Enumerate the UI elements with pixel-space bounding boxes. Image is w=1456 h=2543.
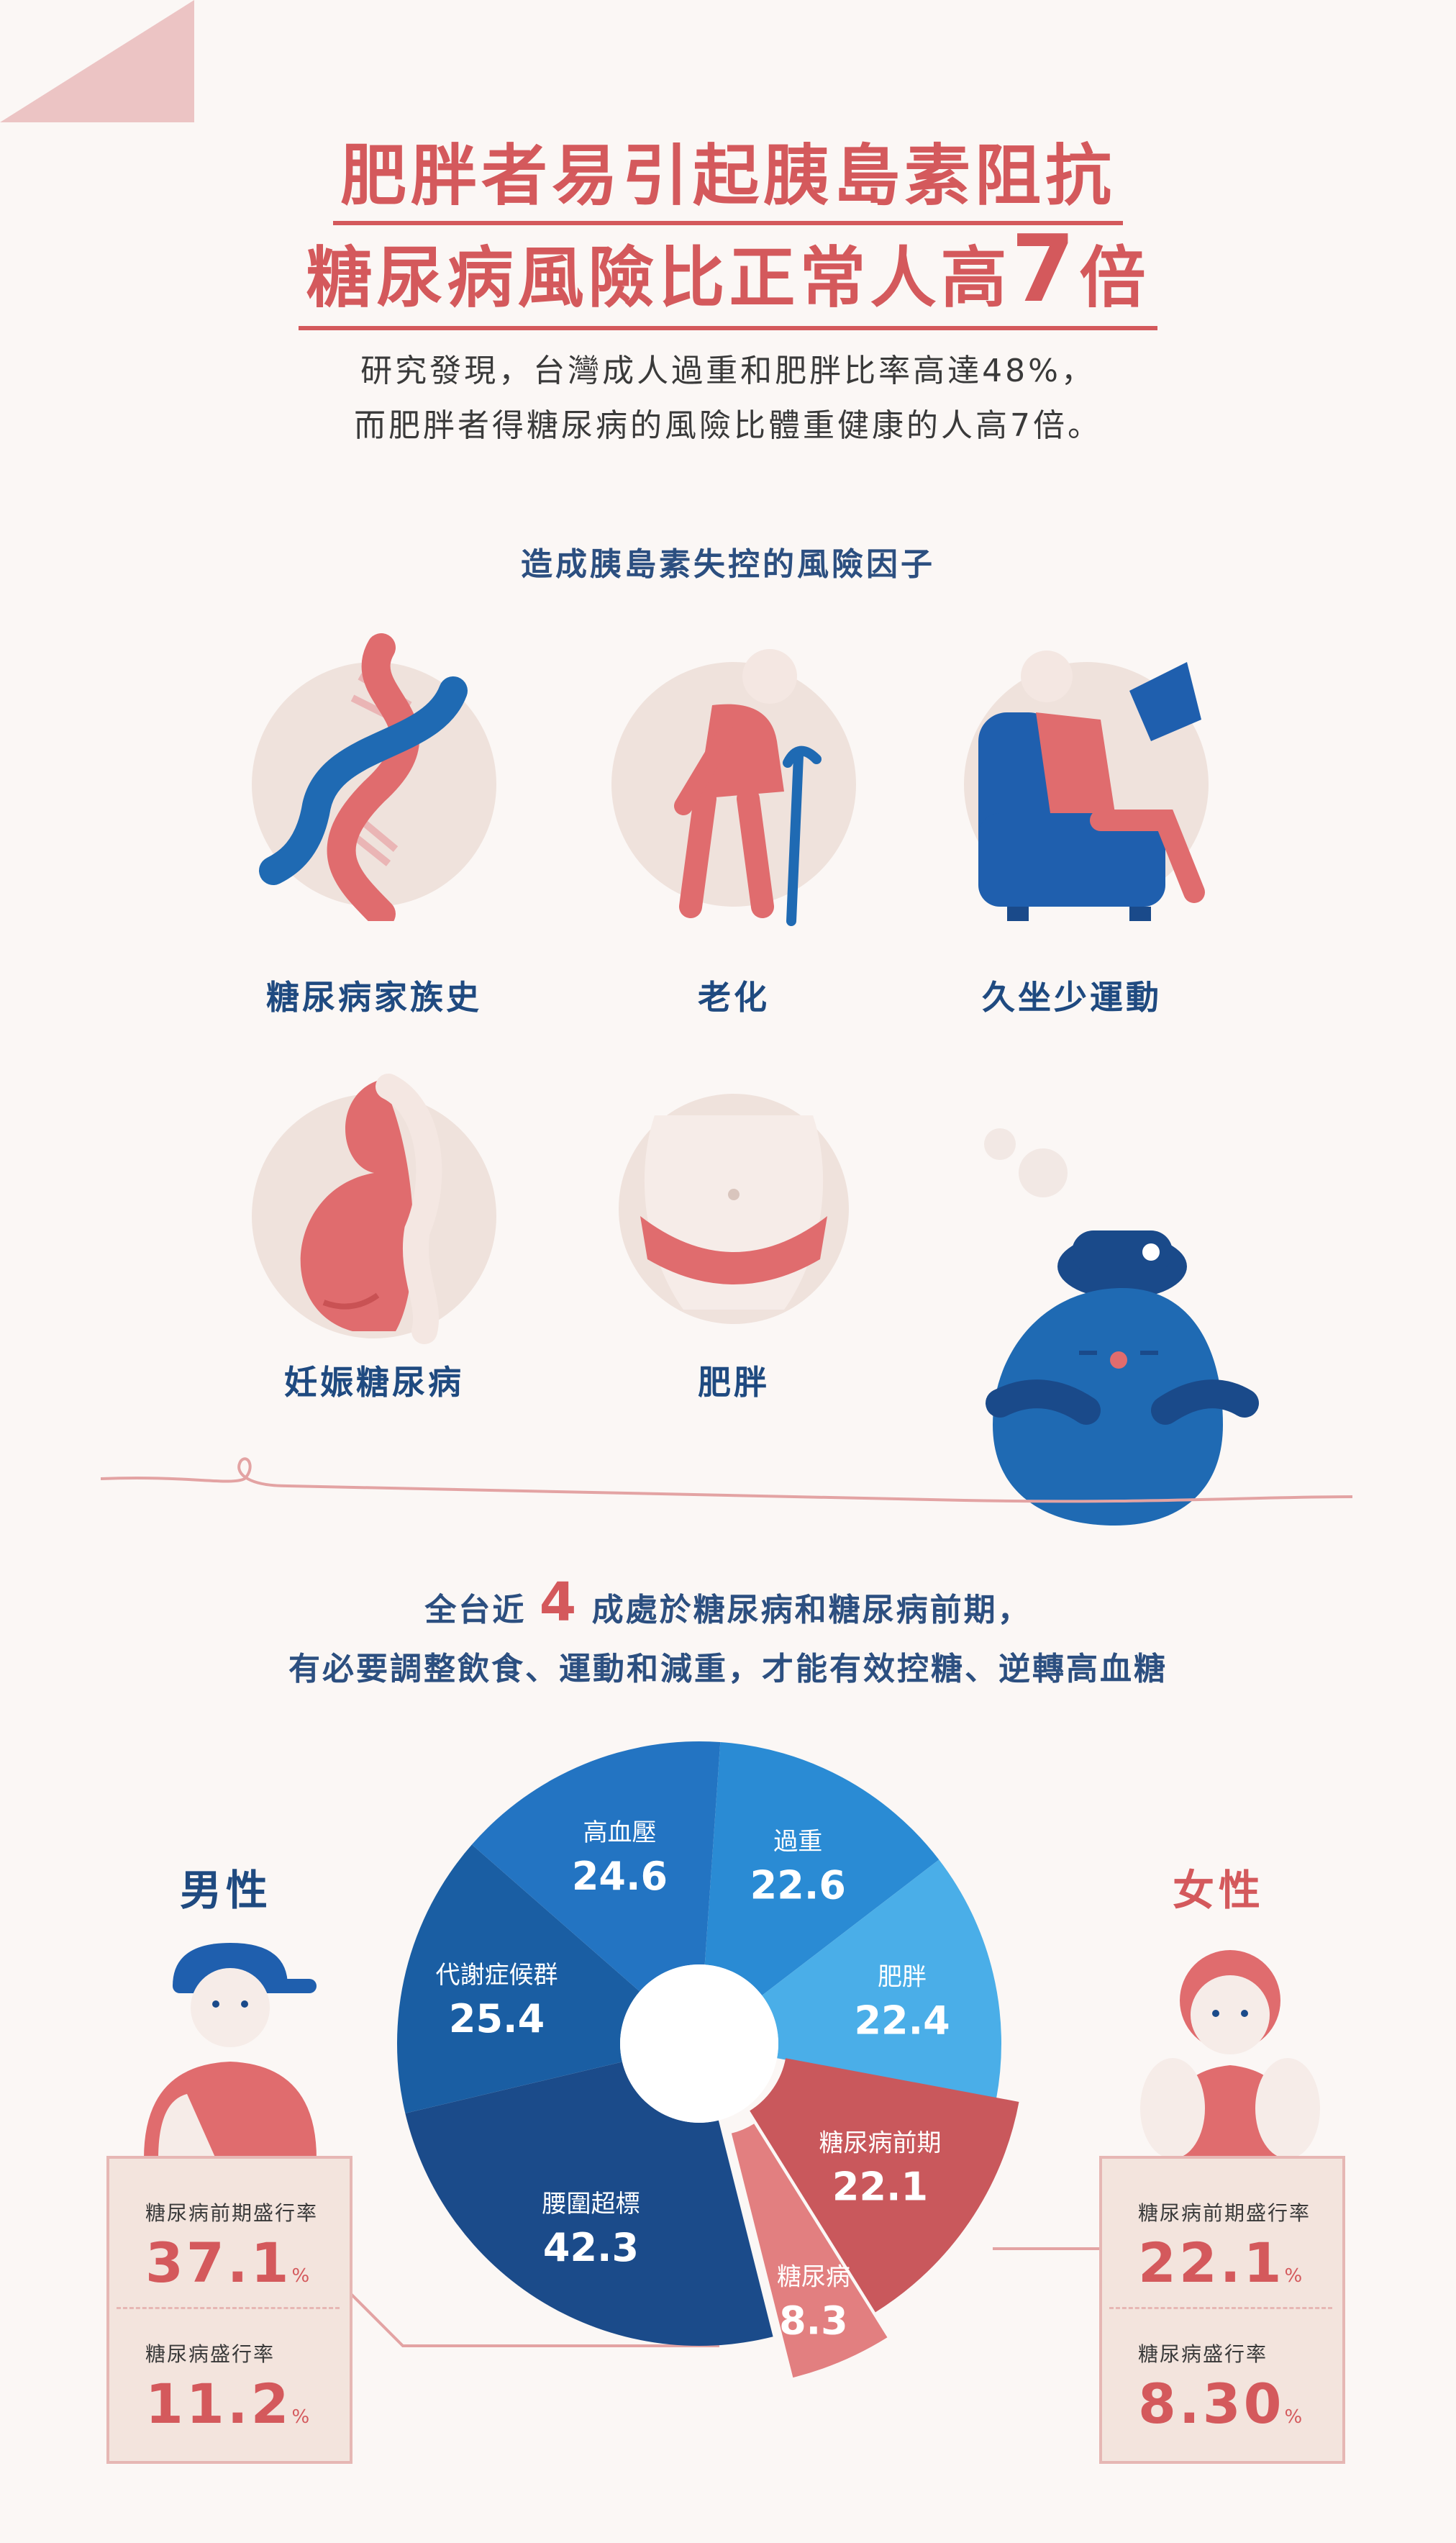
female-prediabetes-value: 22.1 [1138,2231,1285,2295]
male-prediabetes-value: 37.1 [145,2231,292,2295]
page-title-line2: 糖尿病風險比正常人高7倍 [0,216,1456,330]
slice-label: 腰圍超標 [542,2190,640,2218]
donut-hole [620,1964,778,2123]
donut-slice [762,1859,1001,2100]
prevalence-prefix: 全台近 [424,1592,527,1628]
male-label: 男性 [180,1866,273,1915]
slice-label: 糖尿病 [777,2262,850,2291]
female-diabetes-unit: % [1284,2406,1303,2428]
male-diabetes-value: 11.2 [145,2372,292,2436]
factor-label-family-history: 糖尿病家族史 [266,978,482,1017]
male-prediabetes-label: 糖尿病前期盛行率 [145,2201,319,2225]
slice-value: 25.4 [449,1996,545,2041]
page-title-line1: 肥胖者易引起胰島素阻抗 [0,122,1456,225]
donut-slice [405,2062,773,2346]
slice-label: 代謝症候群 [436,1961,558,1990]
slice-value: 22.6 [750,1863,846,1908]
intro-line1: 研究發現，台灣成人過重和肥胖比率高達48%， [360,353,1096,389]
prevalence-suffix: 成處於糖尿病和糖尿病前期， [591,1592,1032,1628]
slice-label: 過重 [773,1828,822,1857]
male-diabetes-label: 糖尿病盛行率 [145,2342,276,2366]
donut-slice [704,1742,939,1996]
slice-value: 8.3 [779,2298,848,2343]
slice-value: 24.6 [572,1854,668,1899]
factor-label-gestational-diabetes: 妊娠糖尿病 [284,1363,464,1402]
donut-slice [397,1844,640,2113]
slice-value: 42.3 [543,2225,639,2270]
factor-label-sedentary: 久坐少運動 [982,978,1162,1017]
male-stat-card: 糖尿病前期盛行率 37.1% 糖尿病盛行率 11.2% [106,2156,352,2464]
factor-label-obesity: 肥胖 [698,1363,770,1402]
elderly-with-cane-icon [611,649,856,926]
female-card-divider [1109,2307,1332,2309]
donut-slice [750,2058,1019,2313]
male-diabetes-unit: % [291,2406,310,2428]
risk-factors-heading: 造成胰島素失控的風險因子 [521,546,935,583]
intro-text: 研究發現，台灣成人過重和肥胖比率高達48%， 而肥胖者得糖尿病的風險比體重健康的… [0,344,1456,453]
title-line2-text: 糖尿病風險比正常人高 [306,240,1011,317]
blob-character-illustration [984,1128,1259,1526]
male-prediabetes-unit: % [291,2265,310,2287]
slice-value: 22.4 [854,1998,950,2044]
female-character-illustration [1140,1950,1320,2159]
title-line2-suffix: 倍 [1079,240,1150,317]
slice-label: 肥胖 [878,1963,927,1992]
prevalence-donut-chart: 過重 22.6 肥胖 22.4 糖尿病前期 22.1 糖尿病 8.3 腰圍超標 42.3 代謝症候群… [397,1741,1019,2378]
donut-slice [471,1741,721,1992]
male-character-illustration [144,1943,317,2159]
prevalence-number: 4 [539,1572,579,1633]
title-multiplier-number: 7 [1011,216,1080,323]
female-label: 女性 [1173,1866,1265,1915]
pregnant-belly-icon [252,1074,496,1344]
title-line1-text: 肥胖者易引起胰島素阻抗 [332,122,1123,225]
female-stat-card: 糖尿病前期盛行率 22.1% 糖尿病盛行率 8.30% [1099,2156,1345,2464]
male-card-divider [117,2307,340,2309]
slice-value: 22.1 [832,2165,928,2210]
intro-line2: 而肥胖者得糖尿病的風險比體重健康的人高7倍。 [354,407,1102,444]
slice-label: 高血壓 [583,1818,656,1847]
donut-slice [731,2123,888,2378]
female-prediabetes-unit: % [1284,2265,1303,2287]
wavy-divider [101,1457,1352,1503]
prevalence-line2: 有必要調整飲食、運動和減重，才能有效控糖、逆轉高血糖 [288,1651,1168,1687]
female-prediabetes-label: 糖尿病前期盛行率 [1138,2201,1311,2225]
connector-lines [344,2247,1111,2347]
person-on-sofa-icon [964,651,1209,921]
factor-label-aging: 老化 [698,978,770,1017]
female-diabetes-label: 糖尿病盛行率 [1138,2342,1268,2366]
belly-icon [619,1094,849,1324]
dna-icon [252,633,496,921]
slice-label: 糖尿病前期 [819,2129,942,2158]
corner-fold-decoration [0,0,194,122]
prevalence-line1: 全台近 4 成處於糖尿病和糖尿病前期， [0,1573,1456,1640]
prevalence-statement: 全台近 4 成處於糖尿病和糖尿病前期， 有必要調整飲食、運動和減重，才能有效控糖… [0,1573,1456,1699]
female-diabetes-value: 8.30 [1138,2372,1285,2436]
